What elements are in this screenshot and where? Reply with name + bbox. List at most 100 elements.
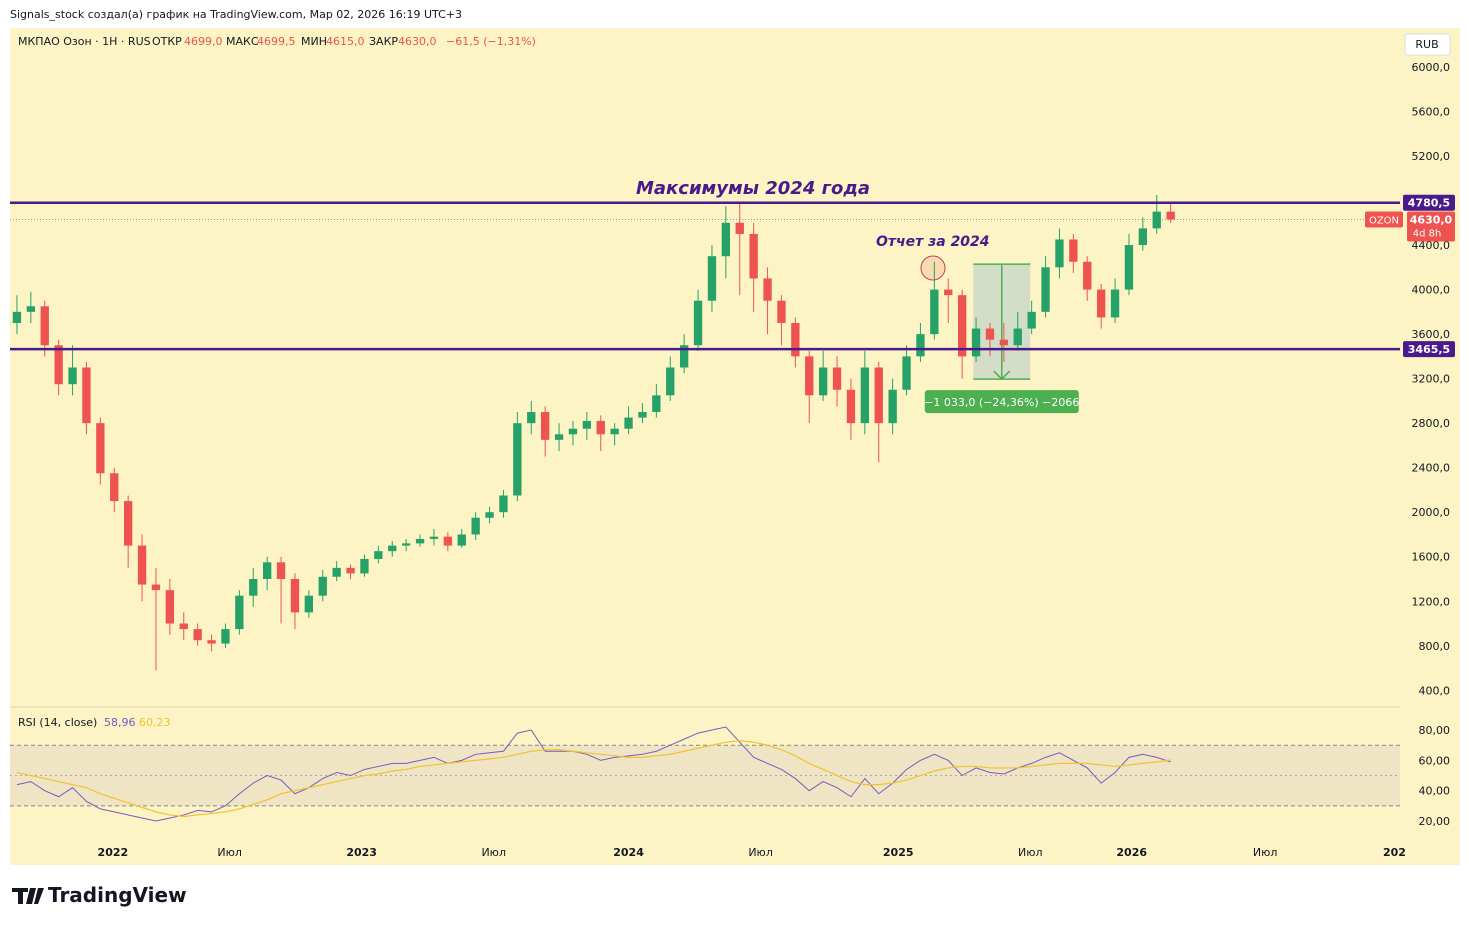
candle-body xyxy=(123,501,133,546)
candle-body xyxy=(360,558,369,574)
countdown: 4d 8h xyxy=(1413,228,1442,239)
y-tick-label: 4400,0 xyxy=(1412,239,1451,252)
level-label-box xyxy=(1403,194,1455,211)
y-tick-label: 60,00 xyxy=(1419,754,1451,767)
candle-body xyxy=(388,545,397,552)
candle-body xyxy=(1110,289,1120,318)
candle-body xyxy=(68,367,77,385)
y-tick-label: 1600,0 xyxy=(1412,551,1451,564)
candle-body xyxy=(374,551,383,559)
candle-body xyxy=(346,567,355,574)
x-tick-label: Июл xyxy=(217,846,242,859)
last-price-symbol: OZON xyxy=(1369,215,1399,226)
candle-body xyxy=(471,517,480,535)
candle-body xyxy=(207,640,216,644)
candle-body xyxy=(304,595,314,613)
candle-body xyxy=(262,562,272,579)
open-label: ОТКР xyxy=(152,35,182,48)
y-tick-label: 5200,0 xyxy=(1412,150,1451,163)
candle-body xyxy=(805,356,814,396)
candle-body xyxy=(401,543,411,546)
symbol: МКПАО Озон · 1Н · RUS xyxy=(18,35,151,48)
credit: Signals_stock создал(а) график на Tradin… xyxy=(10,8,462,21)
candle-body xyxy=(610,428,619,435)
candle-body xyxy=(1069,239,1078,262)
candle-body xyxy=(137,545,147,585)
level-label: 3465,5 xyxy=(1408,343,1450,356)
candle-body xyxy=(540,412,550,440)
logo-icon xyxy=(12,888,44,904)
close-label: ЗАКР xyxy=(369,35,398,48)
x-tick-label: 2023 xyxy=(346,846,377,859)
candle-body xyxy=(82,367,91,424)
y-tick-label: 4000,0 xyxy=(1412,284,1451,297)
candle-body xyxy=(221,629,230,644)
candle-body xyxy=(290,578,300,613)
candle-body xyxy=(666,367,675,396)
legend-header: МКПАО Озон · 1Н · RUS ОТКР 4699,0 МАКС 4… xyxy=(18,35,536,48)
candle-body xyxy=(276,562,286,579)
candle-body xyxy=(971,328,981,357)
candle-body xyxy=(26,306,36,312)
y-tick-label: 2400,0 xyxy=(1412,462,1451,475)
candle-body xyxy=(818,367,828,396)
candle-body xyxy=(832,367,842,390)
candle-body xyxy=(1096,289,1106,318)
candle-body xyxy=(763,278,772,301)
candle-body xyxy=(1013,328,1022,346)
chart-bg xyxy=(10,28,1460,865)
last-price-box xyxy=(1407,211,1455,242)
y-tick-label: 800,0 xyxy=(1419,640,1451,653)
candle-body xyxy=(874,367,883,424)
y-tick-label: 400,0 xyxy=(1419,684,1451,697)
candle-body xyxy=(1138,228,1148,246)
candle-body xyxy=(1166,211,1175,220)
rsi-line xyxy=(16,740,1171,818)
candle-body xyxy=(721,222,731,257)
y-tick-label: 2800,0 xyxy=(1412,417,1451,430)
candle-body xyxy=(985,328,995,340)
x-tick-label: 2022 xyxy=(98,846,129,859)
candle-body xyxy=(1055,239,1064,268)
y-tick-label: 40,00 xyxy=(1419,785,1451,798)
measure-label-box xyxy=(924,390,1079,414)
y-tick-label: 80,00 xyxy=(1419,724,1451,737)
candle-body xyxy=(693,300,703,346)
candle-body xyxy=(846,389,856,424)
last-price-box xyxy=(1365,211,1403,228)
x-tick-label: Июл xyxy=(1018,846,1043,859)
currency: RUB xyxy=(1415,38,1438,51)
rsi-value: 58,96 xyxy=(104,716,136,729)
x-tick-label: 2025 xyxy=(883,846,914,859)
candle-body xyxy=(151,584,161,591)
x-tick-label: Июл xyxy=(481,846,506,859)
candle-body xyxy=(1152,211,1161,229)
candle-body xyxy=(96,423,105,474)
candle-body xyxy=(902,356,911,390)
last-price-label: 4630,0 xyxy=(1410,213,1453,226)
candle-body xyxy=(165,590,175,624)
y-tick-label: 3600,0 xyxy=(1412,328,1451,341)
y-tick-label: 3200,0 xyxy=(1412,373,1451,386)
y-tick-label: 5600,0 xyxy=(1412,105,1451,118)
candle-body xyxy=(860,367,870,424)
x-tick-label: 202 xyxy=(1383,846,1406,859)
level-label-box xyxy=(1403,341,1455,358)
x-tick-label: Июл xyxy=(748,846,773,859)
candle-body xyxy=(888,389,897,424)
candle-body xyxy=(568,428,578,435)
candle-body xyxy=(735,222,744,234)
candle-body xyxy=(582,420,592,429)
x-tick-label: Июл xyxy=(1253,846,1278,859)
candle-body xyxy=(791,322,800,357)
candle-body xyxy=(235,595,244,630)
candle-body xyxy=(554,434,564,440)
annotation: Отчет за 2024 xyxy=(876,234,990,250)
x-tick-label: 2024 xyxy=(613,846,644,859)
open: 4699,0 xyxy=(184,35,223,48)
high-label: МАКС xyxy=(226,35,259,48)
y-tick-label: 2000,0 xyxy=(1412,506,1451,519)
close: 4630,0 xyxy=(398,35,437,48)
